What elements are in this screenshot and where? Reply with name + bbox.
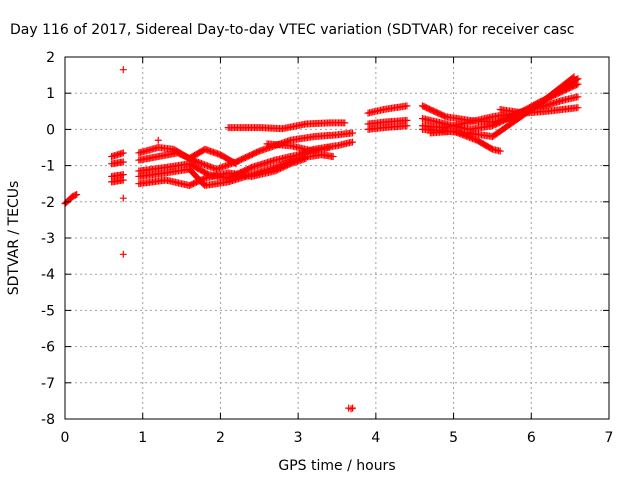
data-point	[573, 76, 581, 84]
data-point	[341, 119, 349, 127]
data-point	[119, 176, 127, 184]
data-point	[302, 154, 310, 162]
data-point	[496, 147, 504, 155]
data-point	[574, 93, 582, 101]
data-point	[574, 75, 582, 83]
data-point	[199, 175, 207, 183]
y-tick-label: 2	[46, 50, 55, 66]
x-tick-label: 6	[527, 430, 536, 446]
x-tick-label: 5	[449, 430, 458, 446]
data-point	[403, 122, 411, 130]
x-tick-label: 1	[138, 430, 147, 446]
data-point	[349, 138, 357, 146]
data-point	[73, 191, 81, 199]
data-point	[349, 404, 357, 412]
y-tick-label: 0	[46, 122, 55, 138]
data-point	[119, 149, 127, 157]
data-point	[119, 194, 127, 202]
y-tick-label: 1	[46, 86, 55, 102]
chart-title: Day 116 of 2017, Sidereal Day-to-day VTE…	[10, 22, 574, 38]
x-tick-label: 0	[61, 430, 70, 446]
y-tick-label: -8	[41, 412, 55, 428]
y-tick-label: -2	[41, 195, 55, 211]
data-point	[154, 136, 162, 144]
y-tick-label: -6	[41, 340, 55, 356]
x-tick-label: 2	[216, 430, 225, 446]
y-tick-label: -4	[41, 267, 55, 283]
data-point	[347, 405, 355, 413]
y-tick-label: -3	[41, 231, 55, 247]
y-tick-label: -7	[41, 376, 55, 392]
data-point	[329, 153, 337, 161]
data-point	[325, 144, 333, 151]
y-axis-label: SDTVAR / TECUs	[6, 181, 22, 296]
axis-ticks	[64, 56, 610, 420]
x-tick-label: 7	[605, 430, 614, 446]
data-points	[61, 66, 582, 413]
data-point	[119, 158, 127, 166]
data-point	[119, 66, 127, 74]
data-point	[574, 104, 582, 112]
tick-labels: 0 1 2 3 4 5 6 7 2 1 0 -1 -2 -3 -4 -5 -6 -7 -8	[41, 50, 613, 446]
grid-lines	[65, 57, 609, 419]
data-point	[349, 129, 357, 137]
data-point	[403, 102, 411, 110]
x-axis-label: GPS time / hours	[278, 458, 395, 474]
data-point	[71, 191, 79, 199]
data-point	[119, 250, 127, 258]
y-tick-label: -1	[41, 159, 55, 175]
y-tick-label: -5	[41, 303, 55, 319]
x-tick-label: 3	[294, 430, 303, 446]
x-tick-label: 4	[371, 430, 380, 446]
